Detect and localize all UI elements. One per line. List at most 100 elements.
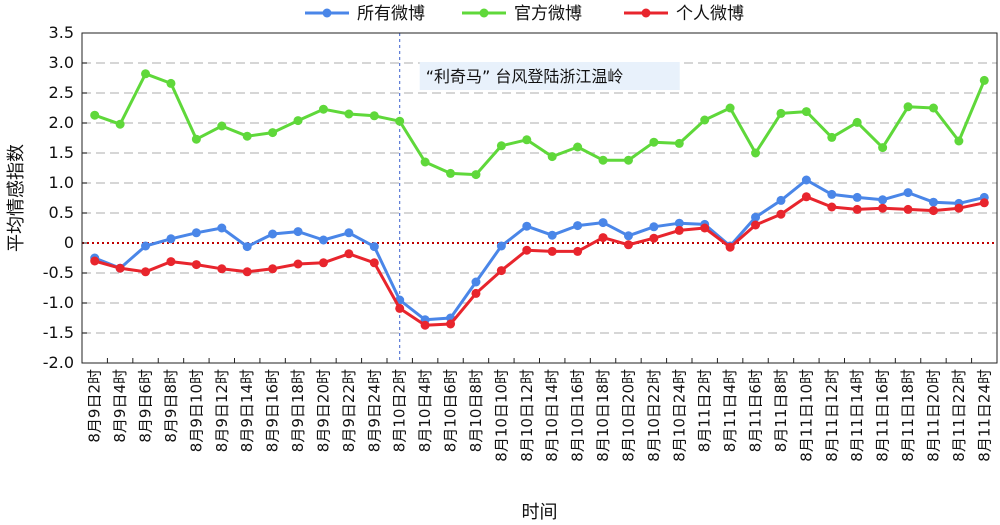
data-point [878, 203, 888, 213]
data-point [446, 168, 456, 178]
y-tick-label: 3.5 [49, 23, 74, 42]
data-point [242, 131, 252, 141]
data-point [318, 258, 328, 268]
data-point [420, 320, 430, 330]
data-point [928, 103, 938, 113]
data-point [623, 240, 633, 250]
data-point [903, 102, 913, 112]
data-point [446, 319, 456, 329]
data-point [471, 288, 481, 298]
data-point [649, 222, 659, 232]
y-tick-label: 0.5 [49, 203, 74, 222]
data-point [674, 138, 684, 148]
legend-item: 所有微博 [305, 4, 425, 24]
x-tick-label: 8月11日4时 [721, 369, 739, 452]
y-tick-label: 1.5 [49, 143, 74, 162]
data-point [522, 245, 532, 255]
data-point [700, 115, 710, 125]
x-tick-label: 8月11日18时 [899, 369, 917, 462]
x-tick-label: 8月11日8时 [772, 369, 790, 452]
x-tick-label: 8月10日12时 [518, 369, 536, 462]
legend-label: 官方微博 [514, 4, 582, 24]
data-point [268, 264, 278, 274]
data-point [90, 110, 100, 120]
y-tick-label: -1.5 [43, 323, 74, 342]
data-point [852, 204, 862, 214]
y-tick-label: 1.0 [49, 173, 74, 192]
data-point [496, 141, 506, 151]
data-point [166, 257, 176, 267]
series-line [94, 195, 985, 327]
x-tick-label: 8月9日2时 [86, 369, 104, 443]
x-tick-label: 8月9日20时 [314, 369, 332, 452]
x-axis-title: 时间 [522, 502, 558, 523]
data-point [954, 203, 964, 213]
data-point [293, 116, 303, 126]
data-point [903, 204, 913, 214]
x-tick-label: 8月9日24时 [365, 369, 383, 452]
data-point [369, 258, 379, 268]
legend-swatch-marker [479, 8, 489, 18]
x-tick-label: 8月9日8时 [162, 369, 180, 443]
x-tick-label: 8月11日20时 [924, 369, 942, 462]
data-point [979, 198, 989, 208]
data-point [115, 119, 125, 129]
data-point [166, 78, 176, 88]
legend-item: 个人微博 [624, 4, 744, 24]
typhoon-annotation: “利奇马” 台风登陆浙江温岭 [399, 33, 680, 363]
data-point [344, 228, 354, 238]
data-point [318, 235, 328, 245]
data-point [141, 241, 151, 251]
annotation-box [419, 62, 680, 90]
y-axis-ticks: 3.5 3.0 2.5 2.0 1.5 1.0 0.5 0 -0.5 -1.0 -1.5 -2.0 [43, 23, 87, 372]
data-point [776, 108, 786, 118]
data-point [496, 266, 506, 276]
x-tick-label: 8月11日22时 [950, 369, 968, 462]
data-point [674, 225, 684, 235]
data-point [344, 249, 354, 259]
data-point [801, 192, 811, 202]
x-tick-label: 8月11日6时 [747, 369, 765, 452]
data-point [751, 212, 761, 222]
series-2 [90, 192, 989, 330]
legend: 所有微博 官方微博 个人微博 [305, 4, 744, 24]
series-1 [90, 69, 989, 180]
data-point [191, 260, 201, 270]
data-point [496, 241, 506, 251]
y-tick-label: -2.0 [43, 353, 74, 372]
data-point [598, 218, 608, 228]
data-point [801, 175, 811, 185]
data-point [318, 104, 328, 114]
series-lines [90, 69, 989, 330]
annotation-text: “利奇马” 台风登陆浙江温岭 [426, 67, 624, 86]
series-line [94, 72, 986, 177]
data-point [293, 227, 303, 237]
x-tick-label: 8月9日16时 [264, 369, 282, 452]
x-tick-label: 8月9日22时 [340, 369, 358, 452]
data-point [191, 134, 201, 144]
data-point [598, 155, 608, 165]
x-tick-label: 8月10日22时 [645, 369, 663, 462]
data-point [649, 137, 659, 147]
data-point [395, 303, 405, 313]
data-point [369, 242, 379, 252]
y-tick-label: 3.0 [49, 53, 74, 72]
x-tick-label: 8月10日18时 [594, 369, 612, 462]
x-tick-label: 8月9日12时 [213, 369, 231, 452]
data-point [598, 233, 608, 243]
data-point [141, 267, 151, 277]
data-point [725, 103, 735, 113]
data-point [573, 246, 583, 256]
data-point [649, 233, 659, 243]
x-tick-label: 8月10日6时 [442, 369, 460, 452]
x-tick-label: 8月10日2时 [391, 369, 409, 452]
x-tick-label: 8月10日24时 [670, 369, 688, 462]
data-point [751, 220, 761, 230]
x-tick-label: 8月9日18时 [289, 369, 307, 452]
data-point [344, 109, 354, 119]
data-point [115, 263, 125, 273]
y-tick-label: 0 [64, 233, 74, 252]
data-point [217, 264, 227, 274]
